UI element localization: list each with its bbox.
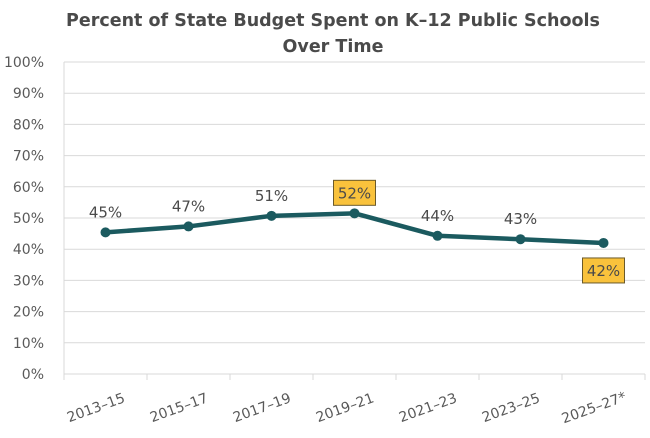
x-tick-label: 2019–21 — [314, 390, 376, 426]
data-point — [183, 221, 194, 232]
data-label: 44% — [421, 207, 454, 225]
data-point — [515, 234, 526, 245]
y-tick-label: 0% — [22, 367, 44, 383]
y-tick-label: 10% — [13, 336, 44, 352]
data-label: 42% — [587, 262, 620, 280]
data-label: 45% — [89, 203, 122, 221]
y-tick-label: 40% — [13, 242, 44, 258]
x-tick-label: 2021–23 — [397, 390, 459, 426]
data-point — [598, 237, 609, 248]
data-point — [100, 227, 111, 238]
data-label: 52% — [338, 184, 371, 202]
x-tick-label: 2025–27* — [560, 389, 629, 427]
y-tick-label: 90% — [13, 86, 44, 102]
y-tick-label: 60% — [13, 180, 44, 196]
data-label: 47% — [172, 197, 205, 215]
y-tick-label: 70% — [13, 149, 44, 165]
y-tick-label: 80% — [13, 117, 44, 133]
chart-title-line-1: Percent of State Budget Spent on K–12 Pu… — [66, 11, 600, 31]
y-tick-label: 50% — [13, 211, 44, 227]
highlight-label-box — [582, 257, 625, 284]
y-tick-label: 20% — [13, 305, 44, 321]
data-point — [432, 230, 443, 241]
x-tick-label: 2013–15 — [65, 390, 127, 426]
x-tick-label: 2015–17 — [148, 390, 210, 426]
y-tick-label: 100% — [4, 55, 44, 71]
y-tick-label: 30% — [13, 273, 44, 289]
x-tick-label: 2017–19 — [231, 390, 293, 426]
highlight-label-box — [333, 179, 376, 206]
data-label: 43% — [504, 210, 537, 228]
chart-title-line-2: Over Time — [283, 37, 384, 57]
data-point — [266, 210, 277, 221]
data-label: 51% — [255, 187, 288, 205]
data-point — [349, 208, 360, 219]
x-tick-label: 2023–25 — [480, 390, 542, 426]
